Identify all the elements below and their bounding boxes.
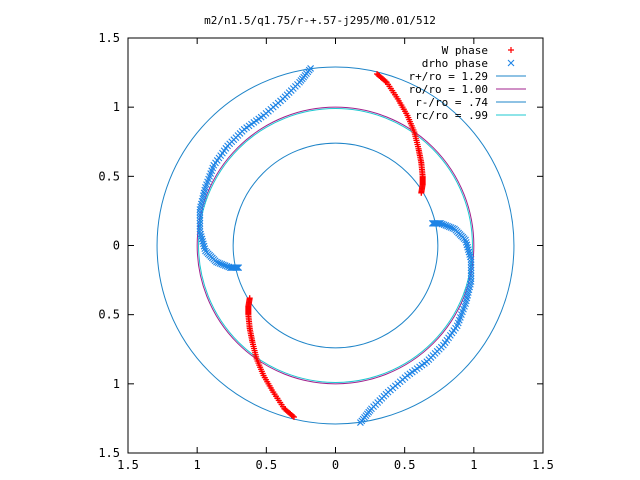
y-tick-label: 1.5 [98, 31, 120, 45]
legend-label-circle-0: r+/ro = 1.29 [409, 70, 488, 83]
drho-phase-point [464, 246, 472, 254]
drho-phase-point [467, 267, 475, 274]
drho-phase-point [214, 259, 222, 267]
drho-phase-point [235, 264, 243, 272]
drho-phase-point [465, 248, 473, 256]
reference-circles [156, 66, 515, 425]
drho-phase-point [197, 230, 205, 238]
circle-1-29 [156, 66, 515, 425]
x-tick-label: 1.5 [117, 458, 139, 472]
x-tick-label: 0 [332, 458, 339, 472]
legend-label-circle-3: rc/ro = .99 [415, 109, 488, 122]
legend-marker-w-phase [508, 47, 514, 53]
w-phase-point [282, 406, 289, 413]
drho-phase-point [431, 219, 438, 227]
drho-phase-point [467, 278, 475, 285]
drho-phase-point [221, 262, 229, 269]
drho-phase-point [196, 214, 204, 222]
drho-phase-point [445, 223, 453, 231]
legend-marker-drho-phase [507, 59, 515, 67]
drho-phase-point [196, 217, 204, 224]
circle-1 [196, 106, 475, 385]
y-tick-label: 0.5 [98, 308, 120, 322]
drho-phase-point [447, 224, 455, 231]
drho-phase-point [216, 260, 224, 267]
drho-phase-point [233, 264, 240, 272]
drho-phase-point [199, 237, 207, 245]
drho-phase-point [463, 241, 471, 249]
drho-phase-point [462, 238, 470, 246]
drho-phase-point [234, 264, 242, 272]
drho-phase-point [432, 219, 439, 227]
y-tick-label: 0.5 [98, 169, 120, 183]
drho-phase-point [223, 262, 231, 270]
circle-0-99 [198, 108, 473, 383]
drho-phase-point [449, 224, 457, 232]
drho-phase-point [232, 264, 239, 272]
drho-phase-point [196, 208, 204, 216]
legend-label-series-1: drho phase [422, 57, 488, 70]
x-tick-label: 1 [194, 458, 201, 472]
drho-phase-point [196, 228, 204, 236]
drho-phase-point [467, 255, 475, 263]
drho-phase-point [451, 225, 458, 233]
data-points [196, 65, 475, 426]
drho-phase-point [442, 222, 450, 229]
drho-phase-point [464, 243, 471, 251]
x-tick-label: 0.5 [255, 458, 277, 472]
drho-phase-point [200, 240, 207, 248]
drho-phase-point [466, 251, 474, 258]
x-tick-label: 1 [470, 458, 477, 472]
y-tick-label: 1 [113, 100, 120, 114]
legend-label-circle-1: ro/ro = 1.00 [409, 83, 488, 96]
circle-0-74 [232, 142, 439, 349]
drho-phase-point [467, 261, 475, 269]
w-phase-point [246, 295, 253, 302]
y-tick-label: 0 [113, 239, 120, 253]
legend-label-circle-2: r-/ro = .74 [415, 96, 488, 109]
drho-phase-point [467, 272, 475, 280]
y-tick-label: 1 [113, 377, 120, 391]
drho-phase-point [201, 245, 209, 253]
x-tick-label: 1.5 [532, 458, 554, 472]
drho-phase-point [196, 206, 204, 213]
drho-phase-point [196, 219, 204, 227]
chart-title: m2/n1.5/q1.75/r-+.57-j295/M0.01/512 [204, 14, 436, 27]
drho-phase-point [466, 253, 474, 261]
y-tick-label: 1.5 [98, 446, 120, 460]
drho-phase-point [213, 258, 220, 266]
drho-phase-point [197, 233, 205, 240]
drho-phase-point [467, 264, 475, 272]
drho-phase-point [198, 235, 206, 243]
drho-phase-point [218, 260, 226, 268]
axis-ticks: 1.5 1 0.5 0 0.5 1 1.51.510.500.511.5 [98, 31, 554, 472]
drho-phase-point [200, 242, 208, 250]
drho-phase-point [429, 219, 437, 227]
w-phase-point [382, 78, 389, 85]
drho-phase-point [428, 219, 436, 227]
legend-label-series-0: W phase [442, 44, 488, 57]
x-tick-label: 0.5 [394, 458, 416, 472]
drho-phase-point [220, 261, 227, 269]
drho-phase-point [467, 269, 475, 277]
drho-phase-point [196, 211, 204, 219]
drho-phase-point [467, 275, 475, 283]
drho-phase-point [444, 222, 451, 230]
drho-phase-point [196, 222, 204, 230]
w-phase-point [418, 189, 425, 196]
drho-phase-point [440, 221, 448, 229]
